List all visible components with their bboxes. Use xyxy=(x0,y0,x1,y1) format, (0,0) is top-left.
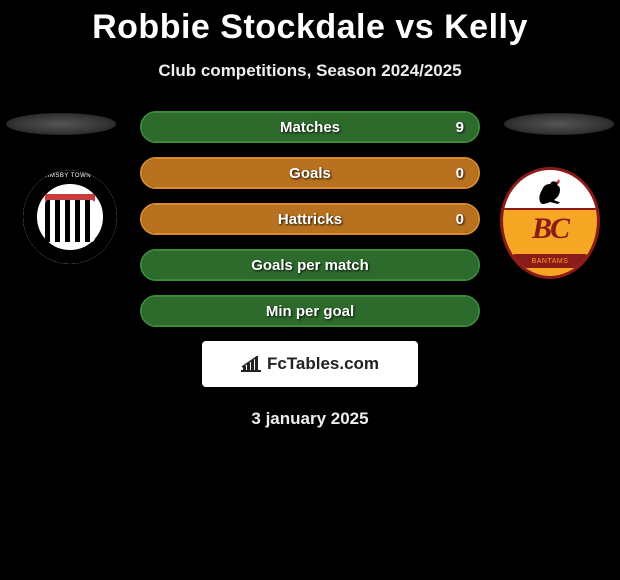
crest-right: BC BANTAMS xyxy=(500,167,600,279)
stat-label: Goals per match xyxy=(142,257,478,274)
stat-label: Matches xyxy=(142,119,478,136)
stat-row: Goals per match xyxy=(140,249,480,281)
watermark: FcTables.com xyxy=(202,341,418,387)
crest-left: GRIMSBY TOWN FC xyxy=(20,167,120,267)
stat-row: Goals0 xyxy=(140,157,480,189)
rooster-icon xyxy=(532,176,568,206)
bradford-crest: BC BANTAMS xyxy=(500,167,600,279)
subtitle: Club competitions, Season 2024/2025 xyxy=(0,61,620,81)
comparison-content: GRIMSBY TOWN FC BC BANTAMS Matches9 Goals… xyxy=(0,111,620,429)
stat-value-right: 0 xyxy=(456,211,464,228)
grimsby-ring-text: GRIMSBY TOWN FC xyxy=(23,173,117,179)
watermark-text: FcTables.com xyxy=(267,354,379,374)
stat-row: Min per goal xyxy=(140,295,480,327)
chart-icon xyxy=(241,356,261,372)
stat-label: Hattricks xyxy=(142,211,478,228)
bradford-bc-text: BC xyxy=(503,212,597,246)
stat-label: Goals xyxy=(142,165,478,182)
stat-row: Hattricks0 xyxy=(140,203,480,235)
stat-value-right: 9 xyxy=(456,119,464,136)
stats-container: Matches9Goals0Hattricks0Goals per matchM… xyxy=(140,111,480,327)
page-title: Robbie Stockdale vs Kelly xyxy=(0,0,620,47)
platform-left xyxy=(6,113,116,135)
platform-right xyxy=(504,113,614,135)
stat-label: Min per goal xyxy=(142,303,478,320)
stat-row: Matches9 xyxy=(140,111,480,143)
stat-value-right: 0 xyxy=(456,165,464,182)
bradford-banner: BANTAMS xyxy=(513,254,587,268)
date-text: 3 january 2025 xyxy=(0,409,620,429)
grimsby-crest: GRIMSBY TOWN FC xyxy=(20,167,120,267)
